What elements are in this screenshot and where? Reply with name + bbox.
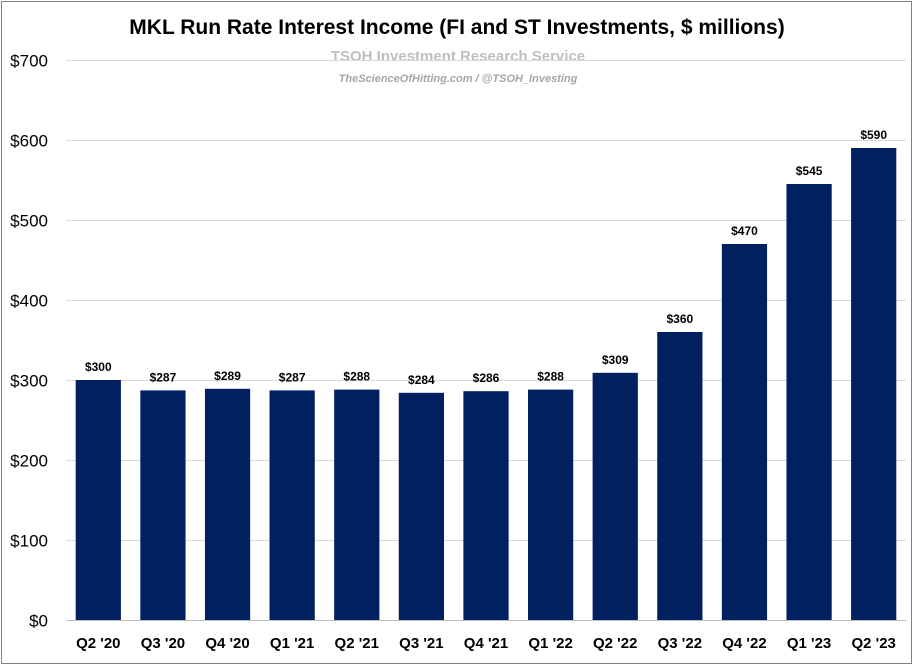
data-label: $309 — [602, 353, 629, 367]
x-axis-ticks: Q2 '20 Q3 '20 Q4 '20 Q1 '21 Q2 '21 Q3 '21 Q4 '… — [76, 635, 896, 652]
y-tick-label: $500 — [10, 212, 48, 231]
y-axis-ticks: $0 $100 $200 $300 $400 $500 $600 $700 — [10, 52, 48, 631]
data-label: $360 — [666, 312, 693, 326]
x-tick-label: Q2 '21 — [335, 635, 379, 652]
x-tick-label: Q4 '20 — [205, 635, 249, 652]
watermark-subtitle: TheScienceOfHitting.com / @TSOH_Investin… — [339, 73, 578, 85]
data-labels: $300 $287 $289 $287 $288 $284 $286 $288 $309 $360… — [85, 128, 887, 387]
bar — [204, 388, 251, 620]
watermark-title: TSOH Investment Research Service — [331, 48, 585, 65]
x-tick-label: Q1 '23 — [787, 635, 831, 652]
bars — [75, 148, 897, 620]
x-tick-label: Q4 '21 — [464, 635, 508, 652]
data-label: $289 — [214, 369, 241, 383]
data-label: $288 — [343, 370, 370, 384]
y-tick-label: $700 — [10, 52, 48, 71]
x-tick-label: Q2 '23 — [851, 635, 895, 652]
data-label: $288 — [537, 370, 564, 384]
bar — [140, 390, 186, 620]
bar — [334, 389, 380, 620]
data-label: $287 — [150, 370, 177, 384]
data-label: $284 — [408, 373, 435, 387]
x-tick-label: Q3 '20 — [141, 635, 185, 652]
y-tick-label: $200 — [10, 452, 48, 471]
bar — [851, 148, 897, 620]
bar — [463, 391, 509, 620]
bar — [269, 390, 315, 620]
y-tick-label: $600 — [10, 132, 48, 151]
bar — [398, 392, 444, 620]
y-tick-label: $400 — [10, 292, 48, 311]
x-tick-label: Q1 '21 — [270, 635, 314, 652]
x-tick-label: Q4 '22 — [722, 635, 766, 652]
y-tick-label: $0 — [29, 612, 48, 631]
data-label: $287 — [279, 370, 306, 384]
x-tick-label: Q2 '22 — [593, 635, 637, 652]
x-tick-label: Q3 '22 — [658, 635, 702, 652]
y-tick-label: $300 — [10, 372, 48, 391]
x-tick-label: Q3 '21 — [399, 635, 443, 652]
data-label: $470 — [731, 224, 758, 238]
bar — [657, 332, 703, 620]
bar — [786, 184, 832, 620]
data-label: $286 — [473, 371, 500, 385]
x-tick-label: Q1 '22 — [528, 635, 572, 652]
x-tick-label: Q2 '20 — [76, 635, 120, 652]
data-label: $545 — [796, 164, 823, 178]
chart-title: MKL Run Rate Interest Income (FI and ST … — [129, 16, 784, 39]
y-tick-label: $100 — [10, 532, 48, 551]
bar — [721, 244, 768, 620]
data-label: $590 — [860, 128, 887, 142]
bar — [528, 389, 574, 620]
bar — [75, 380, 121, 620]
bar — [592, 372, 638, 620]
data-label: $300 — [85, 360, 112, 374]
